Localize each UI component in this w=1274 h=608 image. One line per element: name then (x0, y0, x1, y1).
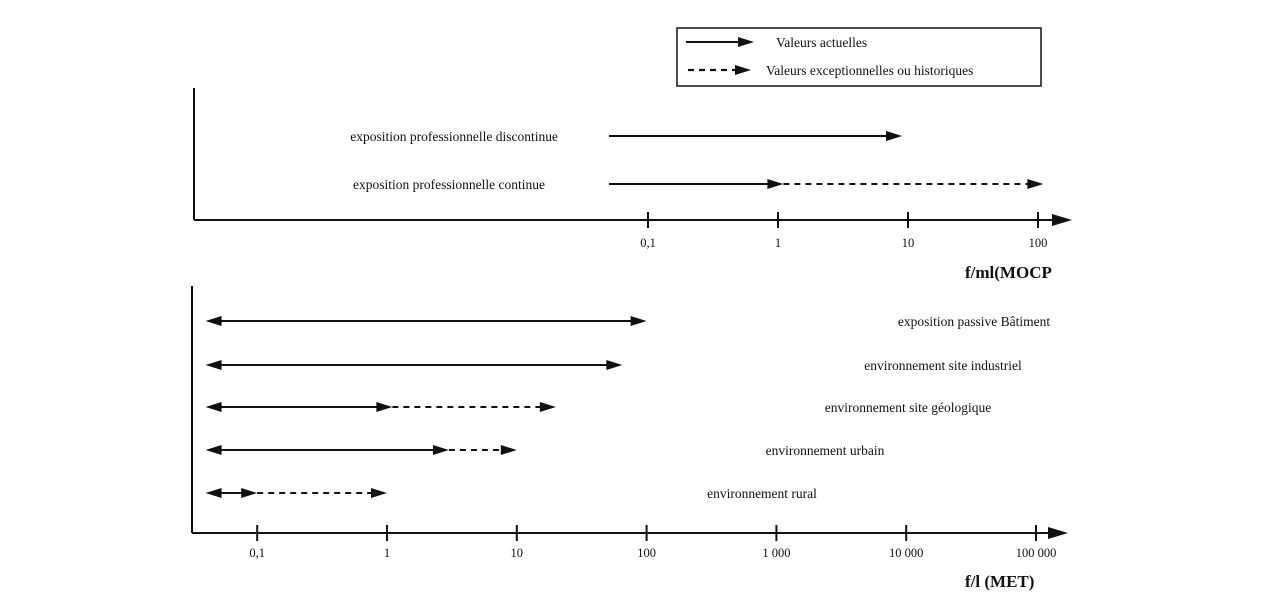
x-tick-label: 1 (775, 236, 781, 250)
range-arrowhead-right (241, 488, 258, 498)
range-arrowhead-right (371, 488, 387, 498)
range-arrowhead-right (767, 179, 784, 189)
top-x-axis-label: f/ml(MOCP (965, 263, 1052, 282)
x-tick-label: 100 000 (1016, 546, 1057, 560)
range-environnement-site-industriel: environnement site industriel (205, 358, 1022, 373)
bottom-x-axis-label: f/l (MET) (965, 572, 1034, 591)
range-arrowhead-right (376, 402, 393, 412)
bottom-panel: 0,1 1 10 100 1 000 10 000 100 000 exposition p… (191, 286, 1068, 591)
range-arrowhead-right (1027, 179, 1044, 189)
range-arrowhead-right (432, 445, 449, 455)
range-exposition-professionnelle-continue: exposition professionnelle continue (353, 177, 1044, 192)
x-tick-label: 1 (384, 546, 390, 560)
legend-dashed-label: Valeurs exceptionnelles ou historiques (766, 63, 973, 78)
bottom-x-axis-arrowhead (1048, 527, 1068, 539)
x-tick-label: 10 (511, 546, 524, 560)
top-panel: 0,1 1 10 100 exposition professionnelle dis… (193, 88, 1072, 282)
range-arrowhead-right (886, 131, 903, 141)
top-x-axis-arrowhead (1052, 214, 1072, 226)
range-arrowhead-left (205, 488, 222, 498)
x-tick-label: 10 000 (889, 546, 923, 560)
legend-box (676, 27, 1042, 87)
range-arrowhead-left (205, 445, 222, 455)
range-environnement-rural: environnement rural (205, 486, 817, 501)
range-label: environnement urbain (766, 443, 885, 458)
range-exposition-passive-batiment: exposition passive Bâtiment (205, 314, 1050, 329)
range-environnement-urbain: environnement urbain (205, 443, 885, 458)
legend-solid-swatch (686, 37, 754, 47)
x-tick-label: 100 (637, 546, 656, 560)
legend-solid-label: Valeurs actuelles (776, 35, 867, 50)
range-environnement-site-geologique: environnement site géologique (205, 400, 991, 415)
legend-dashed-swatch (688, 65, 751, 75)
range-label: exposition passive Bâtiment (898, 314, 1050, 329)
range-label: exposition professionnelle discontinue (350, 129, 558, 144)
range-arrowhead-right (630, 316, 647, 326)
range-arrowhead-left (205, 360, 222, 370)
range-label: environnement site géologique (825, 400, 991, 415)
range-arrowhead-left (205, 402, 222, 412)
x-tick-label: 0,1 (249, 546, 265, 560)
range-arrowhead-left (205, 316, 222, 326)
range-label: exposition professionnelle continue (353, 177, 545, 192)
range-arrowhead-right (539, 402, 556, 412)
range-arrowhead-right (500, 445, 517, 455)
legend: Valeurs actuelles Valeurs exceptionnelle… (676, 27, 1042, 87)
x-tick-label: 100 (1029, 236, 1048, 250)
range-label: environnement rural (707, 486, 817, 501)
x-tick-label: 0,1 (640, 236, 656, 250)
x-tick-label: 10 (902, 236, 915, 250)
range-label: environnement site industriel (864, 358, 1022, 373)
range-exposition-professionnelle-discontinue: exposition professionnelle discontinue (350, 129, 903, 144)
x-tick-label: 1 000 (762, 546, 790, 560)
range-arrowhead-right (606, 360, 623, 370)
